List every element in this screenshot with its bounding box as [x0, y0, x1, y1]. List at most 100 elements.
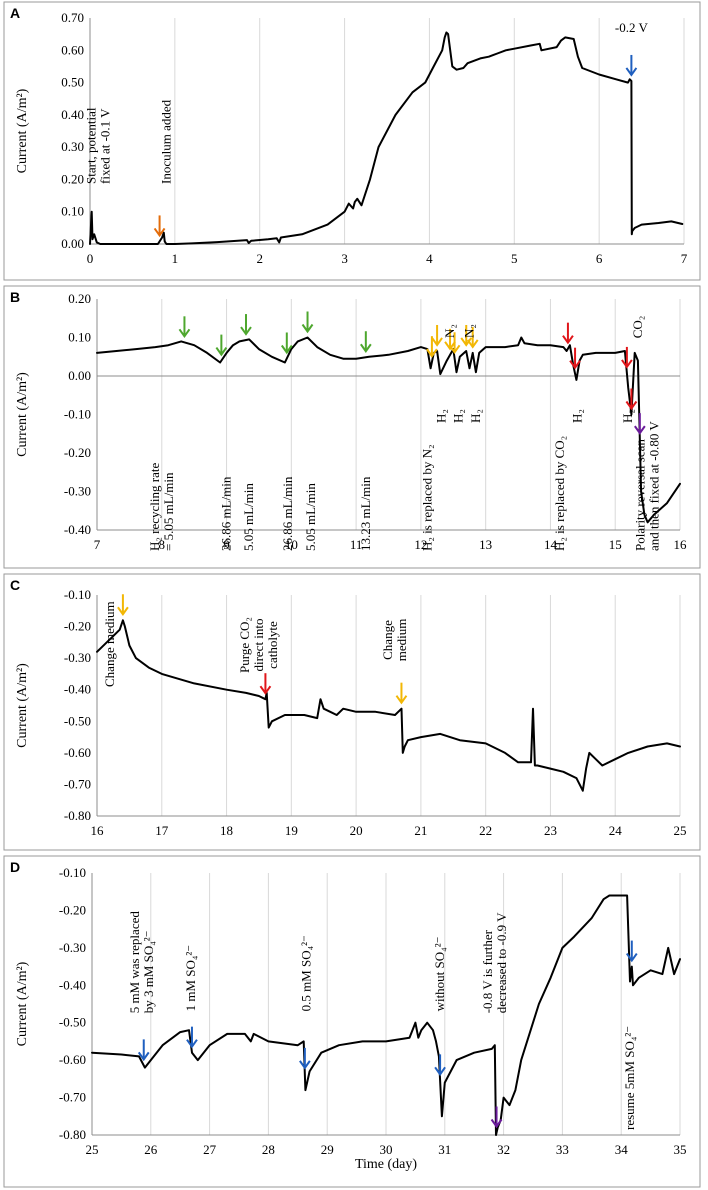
y-tick-label: -0.80 — [64, 808, 91, 823]
annotation-line: 5.05 mL/min — [241, 483, 256, 551]
annotation-arrow — [215, 334, 228, 357]
x-tick-label: 29 — [321, 1142, 334, 1157]
panel-label: C — [10, 577, 20, 593]
annotation-text: Start, potentialfixed at -0.1 V — [83, 107, 112, 184]
annotation-text: 5.05 mL/min — [241, 483, 256, 551]
annotation-arrow — [634, 413, 646, 435]
annotation-arrow — [460, 324, 473, 347]
x-tick-label: 33 — [556, 1142, 569, 1157]
panel-frame — [3, 285, 701, 569]
y-tick-label: -0.70 — [64, 776, 91, 791]
arrow-head — [426, 348, 438, 358]
annotation-text: resume 5mM SO₄²⁻ — [622, 1026, 637, 1130]
arrow-head — [259, 685, 272, 695]
annotation-arrow — [434, 1054, 446, 1077]
x-tick-label: 1 — [172, 251, 179, 266]
annotation-text: 1 mM SO₄²⁻ — [183, 945, 198, 1012]
annotation-text: 5.05 mL/min — [303, 483, 318, 551]
arrow-head — [280, 344, 293, 355]
annotation-text: H₂ — [570, 409, 585, 423]
y-tick-label: 0.10 — [68, 330, 91, 345]
annotation-text: Inoculum added — [158, 99, 173, 184]
annotation-line: decreased to -0.9 V — [494, 912, 509, 1013]
arrow-head — [490, 1118, 503, 1129]
annotation-line: direct into — [251, 618, 266, 671]
y-tick-label: -0.60 — [59, 1052, 86, 1067]
x-tick-label: 19 — [285, 823, 298, 838]
y-tick-label: -0.30 — [64, 484, 91, 499]
arrow-head — [466, 339, 479, 349]
annotation-text: H₂ — [468, 409, 483, 423]
annotation-line: resume 5mM SO₄²⁻ — [622, 1026, 637, 1130]
annotation-arrow — [431, 324, 443, 347]
arrow-head — [460, 337, 473, 347]
annotation-line: 5 mM was replaced — [127, 911, 142, 1014]
arrow-head — [153, 227, 166, 238]
annotation-line: 1 mM SO₄²⁻ — [183, 945, 198, 1012]
data-series-line — [96, 619, 681, 792]
arrow-head — [240, 326, 252, 336]
annotation-arrow — [301, 311, 314, 334]
annotation-text: 26.86 mL/min — [219, 476, 234, 551]
annotation-arrow — [466, 326, 479, 349]
annotation-text: -0.2 V — [615, 20, 649, 35]
y-axis-label: Current (A/m²) — [15, 88, 30, 173]
x-tick-label: 16 — [91, 823, 105, 838]
y-tick-label: 0.10 — [61, 204, 84, 219]
arrow-head — [360, 343, 372, 353]
arrow-head — [431, 337, 443, 347]
annotation-line: catholyte — [265, 621, 280, 669]
x-tick-label: 5 — [511, 251, 518, 266]
annotation-arrow — [621, 346, 633, 369]
arrow-head — [625, 400, 638, 411]
arrow-head — [448, 344, 461, 355]
y-tick-label: -0.60 — [64, 745, 91, 760]
annotation-line: Purge CO₂ — [237, 617, 252, 673]
panel-frame — [3, 573, 701, 851]
y-tick-label: 0.00 — [61, 236, 84, 251]
annotation-line: Inoculum added — [158, 99, 173, 184]
annotation-text: 26.86 mL/min — [280, 476, 295, 551]
y-tick-label: -0.20 — [59, 902, 86, 917]
x-tick-label: 21 — [414, 823, 427, 838]
y-tick-label: -0.30 — [64, 650, 91, 665]
y-tick-label: -0.20 — [64, 445, 91, 460]
y-tick-label: -0.30 — [59, 940, 86, 955]
x-tick-label: 14 — [544, 537, 558, 552]
chart-panel-D: D 25 26 27 28 29 30 31 32 33 34 35 -0.10 -0.20 -0.30 -0… — [3, 855, 701, 1188]
x-tick-label: 9 — [223, 537, 230, 552]
arrow-head — [444, 341, 456, 351]
y-tick-label: -0.70 — [59, 1090, 86, 1105]
x-tick-label: 0 — [87, 251, 94, 266]
arrow-head — [137, 1051, 150, 1062]
annotation-arrow — [117, 594, 129, 616]
arrow-head — [562, 335, 574, 345]
annotation-text: H₂ recycling rate= 5.05 mL/min — [147, 463, 176, 551]
y-tick-label: -0.10 — [64, 407, 91, 422]
panel-label: B — [10, 289, 20, 305]
annotation-arrow — [153, 215, 166, 238]
x-tick-label: 3 — [341, 251, 348, 266]
annotation-line: 0.5 mM SO₄²⁻ — [299, 935, 314, 1011]
annotation-line: H₂ recycling rate — [147, 463, 162, 551]
arrow-head — [621, 359, 633, 369]
chart-panel-A: A 0 1 2 3 4 5 6 7 0.00 0.10 0.20 0.30 0.40 0.50 0.60 0.7… — [3, 1, 701, 281]
x-tick-label: 6 — [596, 251, 603, 266]
chart-panel-C: C 16 17 18 19 20 21 22 23 24 25 -0.10 -0.20 -0.30 -0.4… — [3, 573, 701, 851]
annotation-arrow — [178, 316, 191, 339]
x-tick-label: 30 — [380, 1142, 393, 1157]
annotation-arrow — [137, 1039, 150, 1062]
x-tick-label: 34 — [615, 1142, 629, 1157]
annotation-line: H₂ is replaced by CO₂ — [552, 436, 567, 551]
y-axis-label: Current (A/m²) — [15, 663, 30, 748]
arrow-head — [395, 695, 408, 705]
y-tick-label: 0.40 — [61, 107, 84, 122]
x-tick-label: 2 — [256, 251, 263, 266]
y-tick-label: -0.10 — [59, 865, 86, 880]
annotation-text: H₂ is replaced by N₂ — [419, 444, 434, 551]
annotation-text: H₂ — [434, 409, 449, 423]
annotation-arrow — [259, 673, 272, 695]
annotation-arrow — [240, 314, 252, 336]
x-tick-label: 13 — [479, 537, 492, 552]
